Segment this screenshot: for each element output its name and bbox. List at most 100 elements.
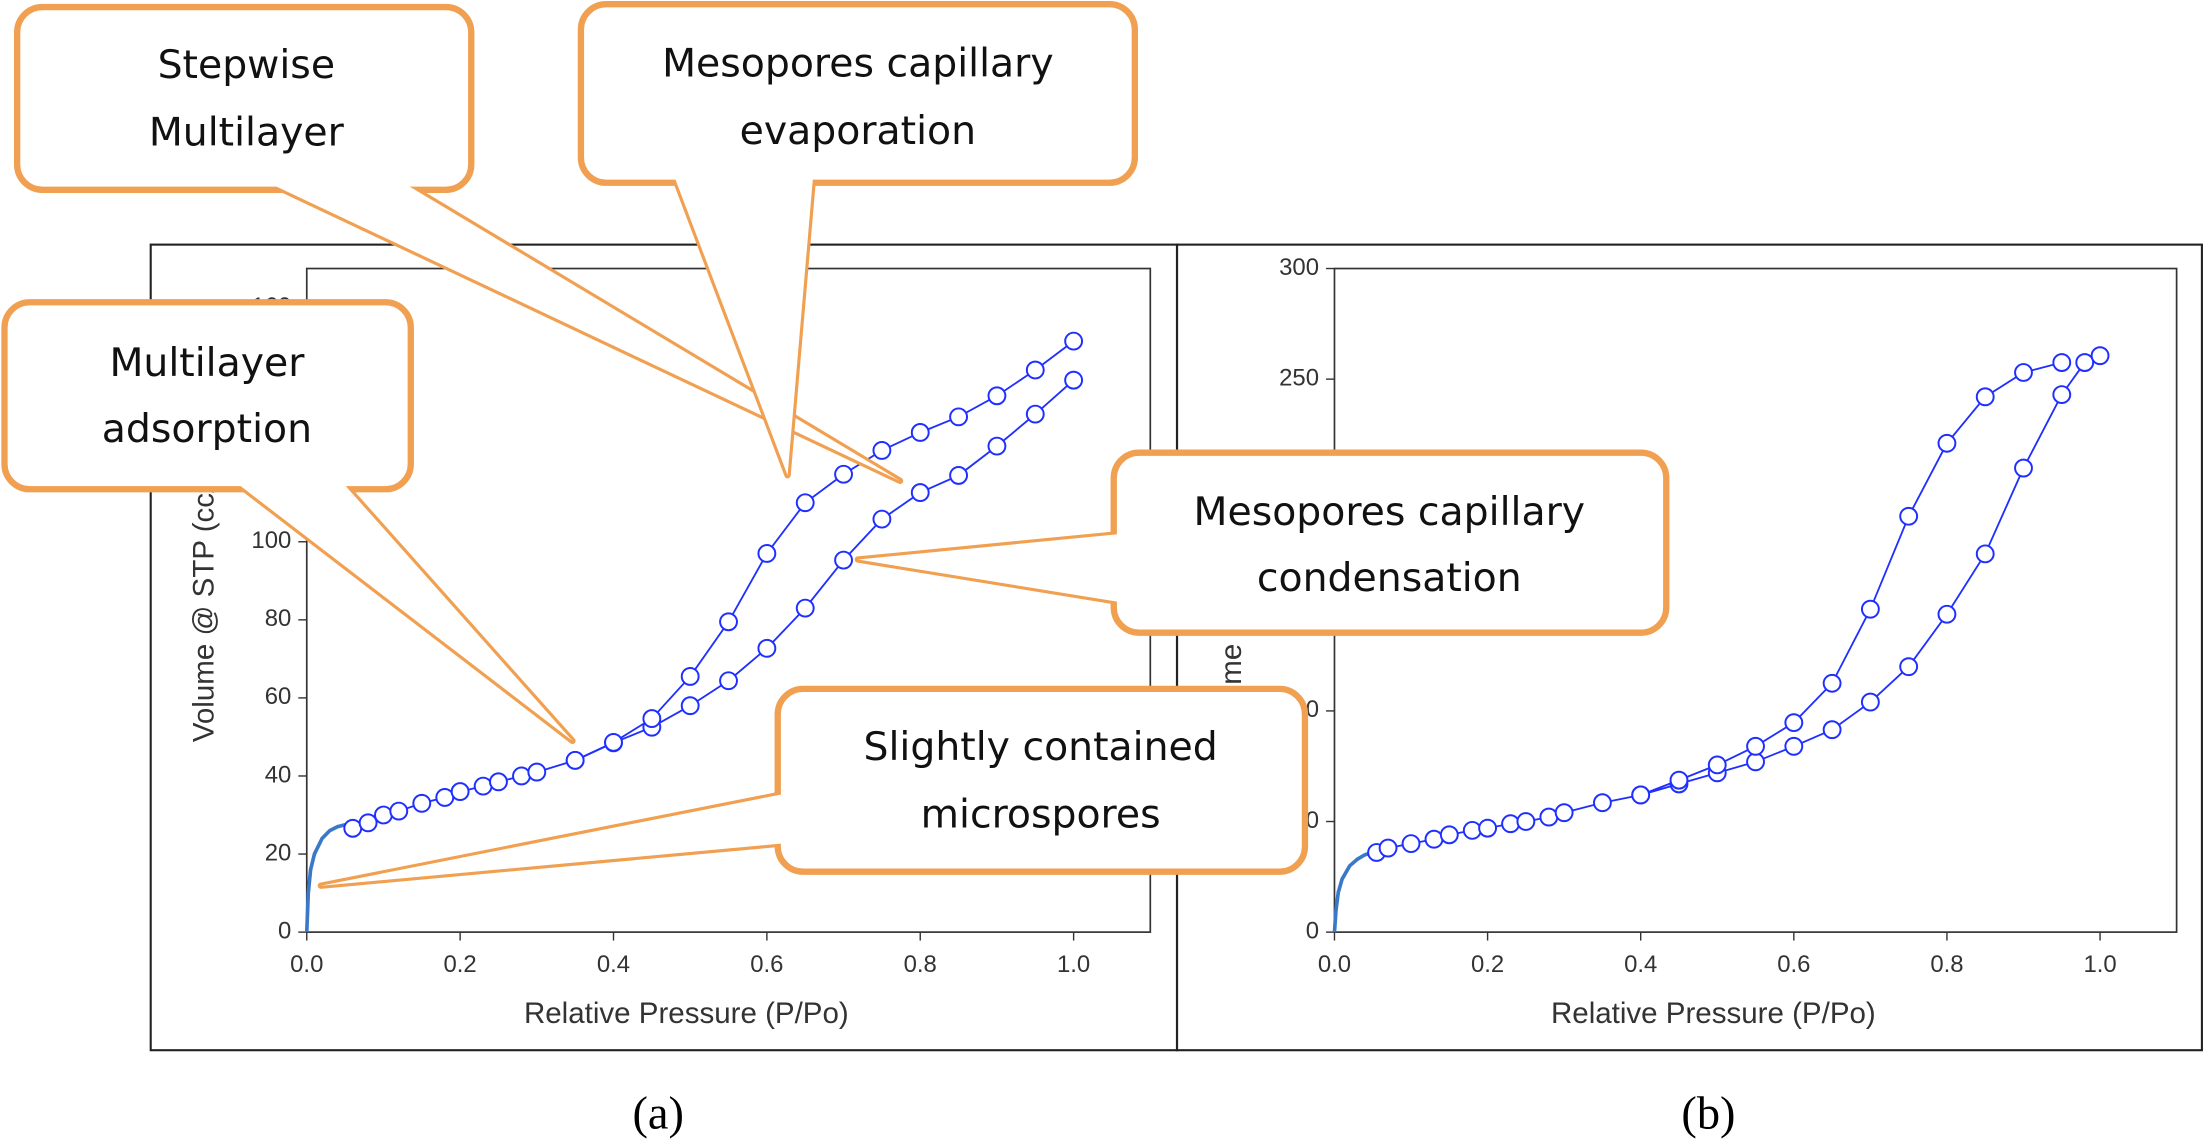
point (358, 813, 378, 833)
x-tick-label: 0.0 (1318, 951, 1351, 978)
x-tick-label: 0.6 (1777, 951, 1810, 978)
y-tick-label: 300 (1279, 254, 1319, 281)
x-tick-label: 0.8 (1930, 951, 1963, 978)
callout-text: Mesopores capillary (662, 41, 1054, 87)
y-tick-label: 0 (278, 917, 291, 944)
point (374, 805, 393, 825)
point (1554, 803, 1574, 823)
callout-text: Slightly contained (864, 724, 1218, 770)
callout-text: microspores (921, 791, 1161, 837)
point (343, 818, 363, 838)
x-tick-label: 0.6 (750, 951, 783, 978)
x-tick-label: 0.2 (1471, 951, 1504, 978)
callout-box (13, 3, 475, 193)
point (565, 750, 585, 770)
point (987, 436, 1007, 456)
point (527, 762, 547, 782)
x-tick-label: 1.0 (2083, 951, 2116, 978)
y-tick-label: 40 (265, 761, 292, 788)
point (1937, 604, 1957, 624)
x-tick-label: 1.0 (1057, 951, 1090, 978)
point (1539, 807, 1559, 827)
y-tick-label: 20 (265, 839, 292, 866)
callout-join (274, 185, 901, 481)
point (910, 423, 930, 442)
callout-text: Stepwise (158, 42, 335, 88)
callout-box (1110, 449, 1670, 636)
point (1064, 331, 1084, 351)
point (1707, 755, 1727, 775)
point (1975, 544, 1995, 564)
panel-frame (1175, 243, 2203, 1052)
point (512, 766, 531, 786)
callout-text: Multilayer (109, 340, 305, 386)
point (1401, 834, 1421, 854)
point (412, 793, 432, 813)
point (2052, 385, 2072, 405)
point (872, 441, 892, 460)
x-axis-label: Relative Pressure (P/Po) (1551, 997, 1876, 1030)
point (1462, 820, 1482, 840)
point (2014, 458, 2033, 478)
point (834, 464, 853, 484)
point (1631, 785, 1651, 805)
point (719, 671, 738, 691)
point (1669, 770, 1689, 790)
point (1439, 825, 1459, 845)
point (795, 493, 815, 513)
point (680, 667, 700, 686)
callout-box (577, 1, 1138, 186)
point (1593, 793, 1612, 813)
point (949, 407, 969, 427)
point (910, 483, 930, 503)
point (949, 465, 969, 485)
point (1501, 814, 1520, 834)
y-tick-label: 0 (1306, 917, 1319, 944)
point (1822, 673, 1842, 693)
point (872, 509, 892, 529)
point (1860, 599, 1880, 619)
point (757, 638, 777, 658)
point (1025, 404, 1045, 424)
x-axis-label: Relative Pressure (P/Po) (524, 997, 849, 1030)
point (1860, 692, 1880, 712)
point (473, 776, 493, 796)
point (834, 550, 853, 570)
panel-label: (b) (1681, 1088, 1735, 1139)
series-line (1332, 850, 1374, 933)
y-axis-label: Volume @ STP (cc/g) (187, 458, 220, 742)
point (435, 788, 455, 807)
panel-label: (a) (632, 1088, 683, 1139)
point (2075, 353, 2095, 372)
callout-text: adsorption (102, 406, 312, 452)
point (1025, 360, 1045, 380)
point (642, 709, 662, 729)
callout-text: Multilayer (149, 109, 345, 155)
point (1478, 818, 1498, 838)
callout-join (320, 794, 782, 886)
x-tick-label: 0.4 (1624, 951, 1657, 978)
point (1746, 736, 1765, 756)
x-tick-label: 0.0 (290, 951, 323, 978)
y-tick-label: 100 (251, 527, 291, 554)
callout-join (857, 534, 1118, 602)
series-line (304, 822, 346, 933)
point (604, 732, 623, 752)
point (2052, 353, 2072, 372)
point (1378, 838, 1398, 858)
point (1746, 752, 1765, 772)
point (2090, 346, 2110, 366)
point (1424, 829, 1444, 849)
x-tick-label: 0.2 (444, 951, 477, 978)
point (1822, 720, 1842, 740)
point (757, 544, 777, 563)
callout-text: condensation (1257, 555, 1522, 601)
point (1899, 657, 1919, 677)
x-tick-label: 0.8 (904, 951, 937, 978)
callout-text: Mesopores capillary (1194, 489, 1586, 535)
callout-box (1, 299, 414, 493)
point (1516, 812, 1536, 831)
series-line (1640, 361, 2063, 796)
point (1784, 713, 1804, 733)
